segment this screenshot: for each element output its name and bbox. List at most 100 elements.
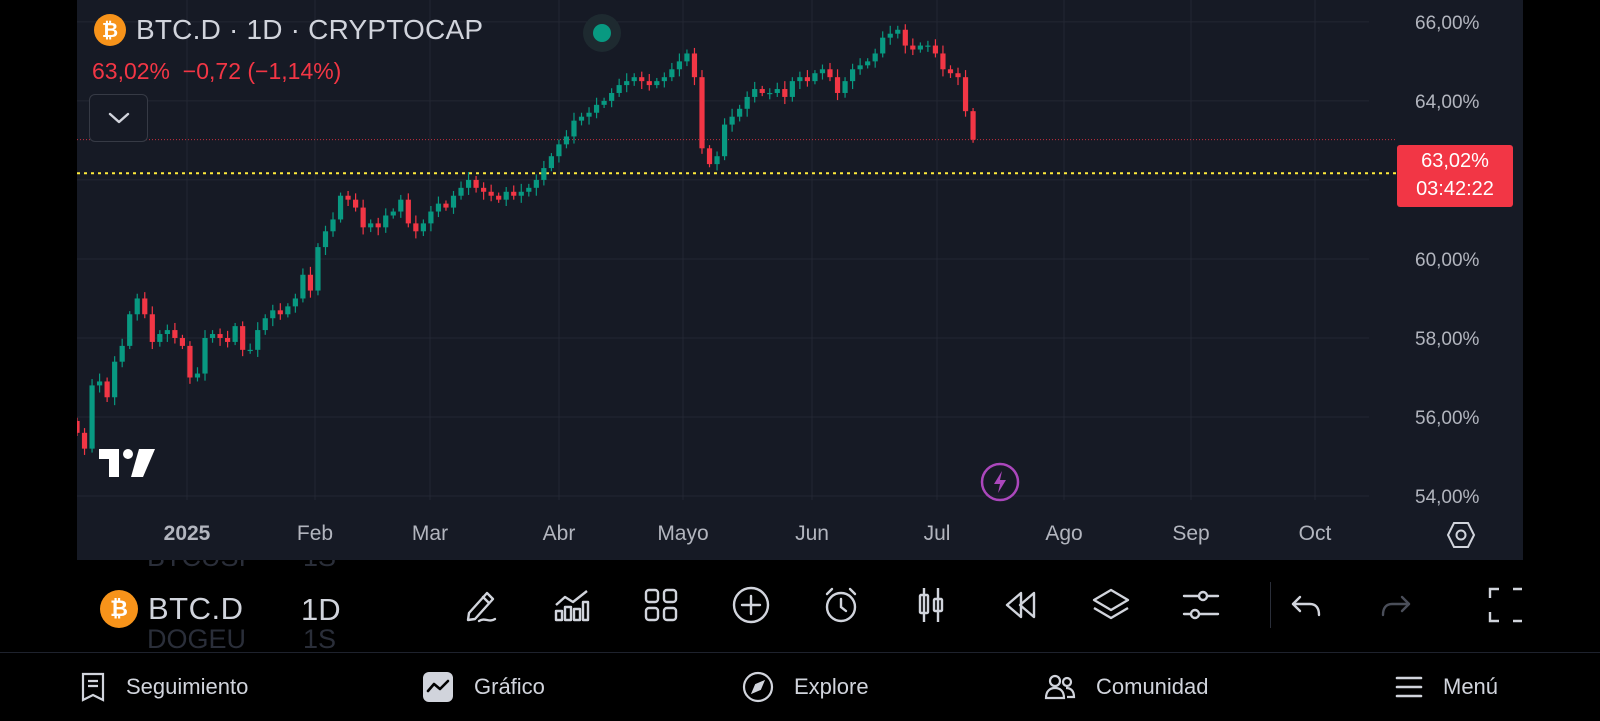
price-chart[interactable]: 66,00%64,00%62,00%60,00%58,00%56,00%54,0… (77, 0, 1523, 560)
candle-body (639, 77, 645, 82)
nav-explore[interactable]: Explore (742, 653, 869, 721)
y-tick-label: 66,00% (1415, 13, 1480, 34)
candle-body (533, 179, 539, 188)
last-price-value: 63,02% (1421, 150, 1489, 172)
candle-body (729, 116, 735, 125)
x-tick-label: Feb (297, 522, 333, 545)
candle-body (970, 111, 976, 140)
symbol-header[interactable]: ₿ BTC.D · 1D · CRYPTOCAP (94, 14, 483, 46)
candle-body (420, 223, 426, 232)
replay-icon[interactable] (998, 582, 1044, 628)
candle-body (609, 92, 615, 101)
ghost-symbol-above: BTCUSI (147, 560, 246, 573)
candle-body (917, 45, 923, 50)
nav-menu[interactable]: Menú (1395, 653, 1498, 721)
collapse-legend-button[interactable] (89, 94, 148, 142)
nav-chart[interactable]: Gráfico (422, 653, 545, 721)
watchlist-icon (81, 672, 105, 702)
candle-body (247, 349, 253, 352)
candle-body (262, 318, 268, 331)
candle-body (593, 104, 600, 113)
candle-body (857, 65, 863, 70)
candle-body (300, 274, 306, 299)
candle-body (586, 112, 592, 117)
layouts-icon[interactable] (638, 582, 684, 628)
candle-body (450, 195, 457, 208)
x-tick-label: Ago (1045, 522, 1082, 545)
candle-body (706, 148, 713, 165)
candle-body (759, 89, 765, 93)
candle-body (669, 69, 675, 78)
y-tick-label: 56,00% (1415, 408, 1480, 429)
candle-body (119, 345, 125, 362)
candle-body (225, 337, 231, 342)
undo-icon[interactable] (1283, 582, 1329, 628)
candle-body (812, 73, 818, 82)
y-tick-label: 64,00% (1415, 92, 1480, 113)
x-tick-label: Jul (924, 522, 951, 545)
lightning-icon[interactable] (979, 461, 1021, 508)
candle-body (164, 330, 170, 335)
candle-body (413, 223, 419, 232)
compass-icon (742, 671, 774, 703)
redo-icon[interactable] (1373, 582, 1419, 628)
bar-countdown: 03:42:22 (1416, 178, 1494, 200)
symbol-title[interactable]: BTC.D · 1D · CRYPTOCAP (136, 14, 484, 45)
candle-body (277, 310, 283, 315)
nav-explore-label: Explore (794, 674, 869, 699)
candle-body (496, 195, 502, 200)
candle-body (880, 37, 886, 54)
candle-body (691, 53, 698, 78)
interval-selector[interactable]: 1D (301, 592, 341, 627)
candle-body (865, 61, 871, 66)
x-tick-label: Oct (1299, 522, 1332, 545)
candle-body (631, 77, 637, 82)
alarm-icon[interactable] (818, 582, 864, 628)
y-tick-label: 58,00% (1415, 329, 1480, 350)
candle-body (465, 179, 472, 188)
indicators-icon[interactable] (548, 582, 594, 628)
nav-watchlist-label: Seguimiento (126, 674, 249, 699)
candle-body (737, 108, 743, 117)
candle-body (819, 69, 826, 74)
nav-watchlist[interactable]: Seguimiento (80, 653, 248, 721)
market-status-icon[interactable] (583, 14, 621, 52)
candle-body (172, 330, 178, 338)
y-tick-label: 54,00% (1415, 487, 1480, 508)
candle-body (714, 156, 720, 165)
candle-body (654, 81, 660, 86)
candle-body (548, 156, 554, 169)
candle-body (187, 345, 193, 378)
nav-community[interactable]: Comunidad (1044, 653, 1209, 721)
settings-sliders-icon[interactable] (1178, 582, 1224, 628)
candle-body (473, 179, 479, 188)
candle-body (443, 203, 449, 208)
candle-body (285, 306, 291, 315)
symbol-selector[interactable]: ₿ BTC.D (100, 590, 244, 628)
candle-body (902, 29, 908, 46)
candle-body (134, 298, 140, 315)
candles-icon[interactable] (908, 582, 954, 628)
bitcoin-logo-icon: ₿ (94, 14, 126, 46)
candle-body (209, 334, 216, 338)
fullscreen-icon[interactable] (1483, 582, 1523, 628)
chart-panel[interactable]: 66,00%64,00%62,00%60,00%58,00%56,00%54,0… (77, 0, 1523, 560)
candle-body (435, 203, 442, 212)
pencil-icon[interactable] (458, 582, 504, 628)
candle-body (511, 191, 517, 196)
chart-settings-icon[interactable] (1446, 520, 1476, 555)
candle-body (624, 81, 630, 86)
candle-body (578, 116, 585, 121)
x-tick-label: Sep (1172, 522, 1209, 545)
add-icon[interactable] (728, 582, 774, 628)
candle-body (563, 136, 570, 145)
nav-chart-label: Gráfico (474, 674, 545, 699)
candle-body (405, 199, 411, 224)
candle-body (292, 298, 298, 307)
candle-body (834, 77, 841, 93)
candle-body (315, 247, 321, 291)
layers-icon[interactable] (1088, 582, 1134, 628)
price-change: 63,02% −0,72 (−1,14%) (92, 58, 342, 84)
tradingview-logo-icon[interactable] (99, 447, 157, 484)
candle-body (390, 211, 396, 216)
